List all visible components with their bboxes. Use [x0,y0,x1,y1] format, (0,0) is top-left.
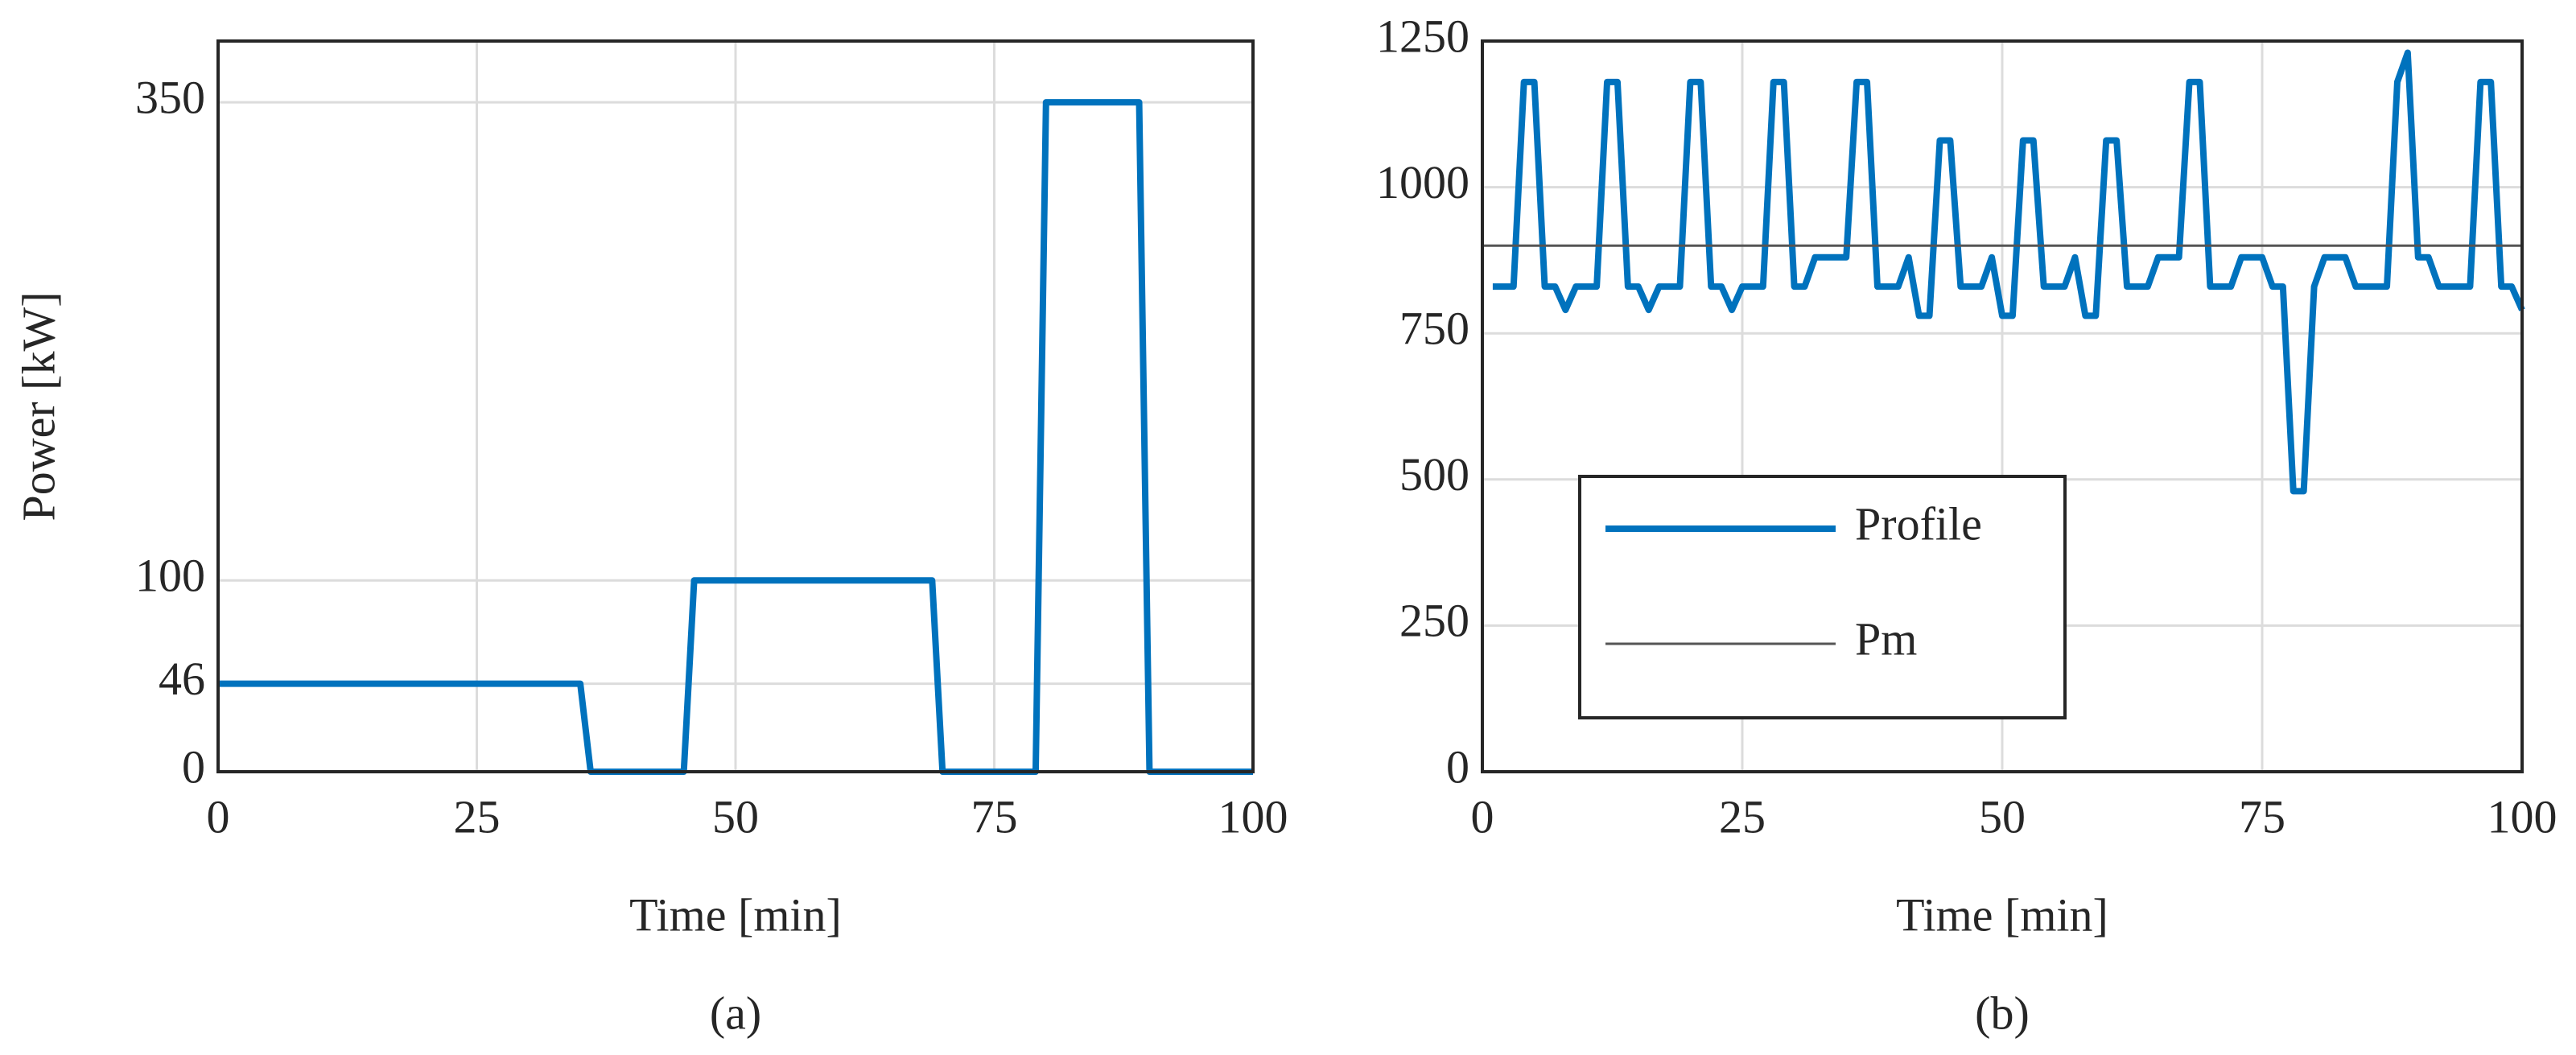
x-axis-label: Time [min] [629,888,842,941]
x-tick-label: 0 [1471,790,1494,843]
y-tick-label: 46 [159,653,205,705]
y-tick-label: 1250 [1376,10,1469,62]
x-tick-label: 75 [971,790,1018,843]
axes-box [1481,39,2524,773]
axes: 0 25 50 75 100 0 46 100 350 Time [min] Power [kW] (… [12,39,1288,1039]
y-tick-label: 1000 [1376,156,1469,208]
legend: Profile Pm [1578,475,2067,719]
caption: (a) [710,987,761,1039]
y-axis-label: Power [kW] [12,291,64,521]
legend-box [1578,475,2067,719]
y-tick-label: 100 [135,550,205,602]
legend-label: Profile [1855,497,1982,550]
y-tick-label: 350 [135,71,205,123]
y-tick-label: 250 [1399,595,1469,647]
x-tick-label: 100 [2487,790,2557,843]
x-tick-label: 25 [1719,790,1766,843]
data-line [218,99,1253,775]
x-tick-label: 75 [2239,790,2285,843]
x-tick-label: 50 [712,790,759,843]
x-tick-label: 25 [454,790,501,843]
x-tick-label: 100 [1218,790,1288,843]
data-line [1492,49,2525,495]
y-tick-label: 750 [1399,303,1469,355]
y-tick-label: 0 [182,740,205,793]
x-tick-label: 50 [1979,790,2026,843]
y-tick-label: 0 [1446,740,1469,793]
caption: (b) [1975,987,2030,1039]
x-axis-label: Time [min] [1896,888,2108,941]
legend-label: Pm [1855,612,1917,665]
axes-box [216,39,1255,773]
y-tick-label: 500 [1399,448,1469,501]
x-tick-label: 0 [207,790,230,843]
